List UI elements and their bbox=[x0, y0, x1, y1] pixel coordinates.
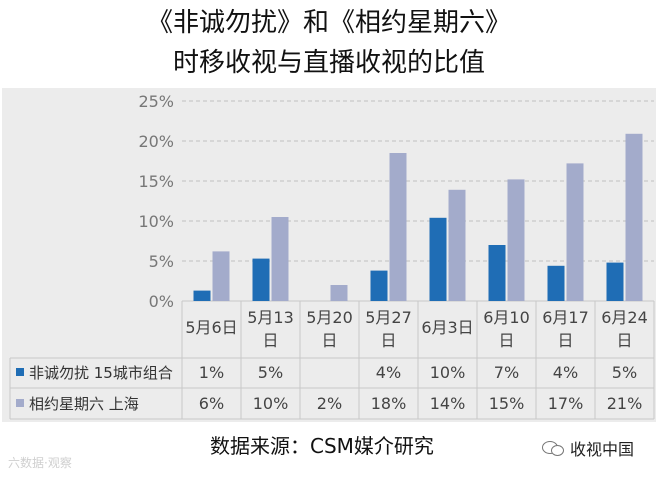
bar-series1 bbox=[606, 262, 624, 301]
legend-label-series2: 相约星期六 上海 bbox=[29, 395, 139, 413]
y-tick-label: 0% bbox=[149, 292, 174, 311]
bar-series1 bbox=[252, 258, 270, 301]
y-tick-label: 5% bbox=[149, 252, 174, 271]
watermark-brand-text: 收视中国 bbox=[570, 440, 635, 459]
x-tick-label-line2: 日 bbox=[557, 331, 573, 350]
bar-series1 bbox=[547, 265, 565, 301]
table-value: 1% bbox=[199, 363, 224, 382]
legend-label-series1: 非诚勿扰 15城市组合 bbox=[29, 364, 173, 382]
y-tick-label: 10% bbox=[138, 212, 174, 231]
table-value: 5% bbox=[612, 363, 637, 382]
table-value: 2% bbox=[317, 394, 342, 413]
x-tick-label-line2: 日 bbox=[262, 331, 278, 350]
legend-swatch-series1 bbox=[16, 368, 24, 376]
chart-title-line1: 《非诚勿扰》和《相约星期六》 bbox=[146, 8, 511, 38]
bar-series2 bbox=[507, 179, 525, 301]
bar-series2 bbox=[271, 217, 289, 301]
x-tick-label-line2: 日 bbox=[498, 331, 514, 350]
bar-chart: 0% 5% 10% 15% 20% 25% 5月6日 5月13 日 5月20 日 5月27 日 6月3日 6… bbox=[9, 92, 655, 420]
bar-series1 bbox=[429, 217, 447, 301]
watermark-brand: 收视中国 bbox=[542, 436, 634, 460]
table-value: 14% bbox=[430, 394, 466, 413]
x-tick-label: 5月13 bbox=[247, 308, 294, 327]
bar-series2 bbox=[448, 189, 466, 301]
table-value: 7% bbox=[494, 363, 519, 382]
table-value: 18% bbox=[371, 394, 407, 413]
y-tick-label: 20% bbox=[138, 132, 174, 151]
wechat-icon bbox=[542, 439, 564, 457]
x-tick-label: 5月6日 bbox=[185, 318, 237, 337]
x-tick-label-line2: 日 bbox=[616, 331, 632, 350]
bar-series1 bbox=[370, 270, 388, 301]
x-tick-label: 6月17 bbox=[542, 308, 589, 327]
bar-series2 bbox=[625, 133, 643, 301]
table-value: 15% bbox=[489, 394, 525, 413]
x-tick-label: 5月20 bbox=[306, 308, 353, 327]
watermark-logo: 六数据·观察 bbox=[8, 456, 72, 470]
x-tick-label-line2: 日 bbox=[380, 331, 396, 350]
bar-series2 bbox=[389, 153, 407, 301]
table-value: 10% bbox=[253, 394, 289, 413]
bar-series2 bbox=[566, 163, 584, 301]
x-tick-label: 6月3日 bbox=[421, 318, 473, 337]
x-tick-label: 6月24 bbox=[601, 308, 648, 327]
bar-series2 bbox=[330, 285, 348, 301]
table-value: 10% bbox=[430, 363, 466, 382]
x-tick-label-line2: 日 bbox=[321, 331, 337, 350]
data-source: 数据来源：CSM媒介研究 bbox=[210, 434, 434, 458]
table-value: 4% bbox=[376, 363, 401, 382]
legend-swatch-series2 bbox=[16, 399, 24, 407]
bar-series1 bbox=[488, 245, 506, 301]
y-tick-label: 25% bbox=[138, 92, 174, 111]
table-value: 5% bbox=[258, 363, 283, 382]
chart-panel: 0% 5% 10% 15% 20% 25% 5月6日 5月13 日 5月20 日 5月27 日 6月3日 6… bbox=[2, 88, 656, 422]
x-tick-label: 6月10 bbox=[483, 308, 530, 327]
table-value: 21% bbox=[607, 394, 643, 413]
table-value: 17% bbox=[548, 394, 584, 413]
x-tick-label: 5月27 bbox=[365, 308, 412, 327]
table-value: 6% bbox=[199, 394, 224, 413]
chart-title-line2: 时移收视与直播收视的比值 bbox=[172, 48, 485, 78]
bar-series1 bbox=[193, 290, 211, 301]
y-tick-label: 15% bbox=[138, 172, 174, 191]
table-value: 4% bbox=[553, 363, 578, 382]
bar-series2 bbox=[212, 251, 230, 301]
